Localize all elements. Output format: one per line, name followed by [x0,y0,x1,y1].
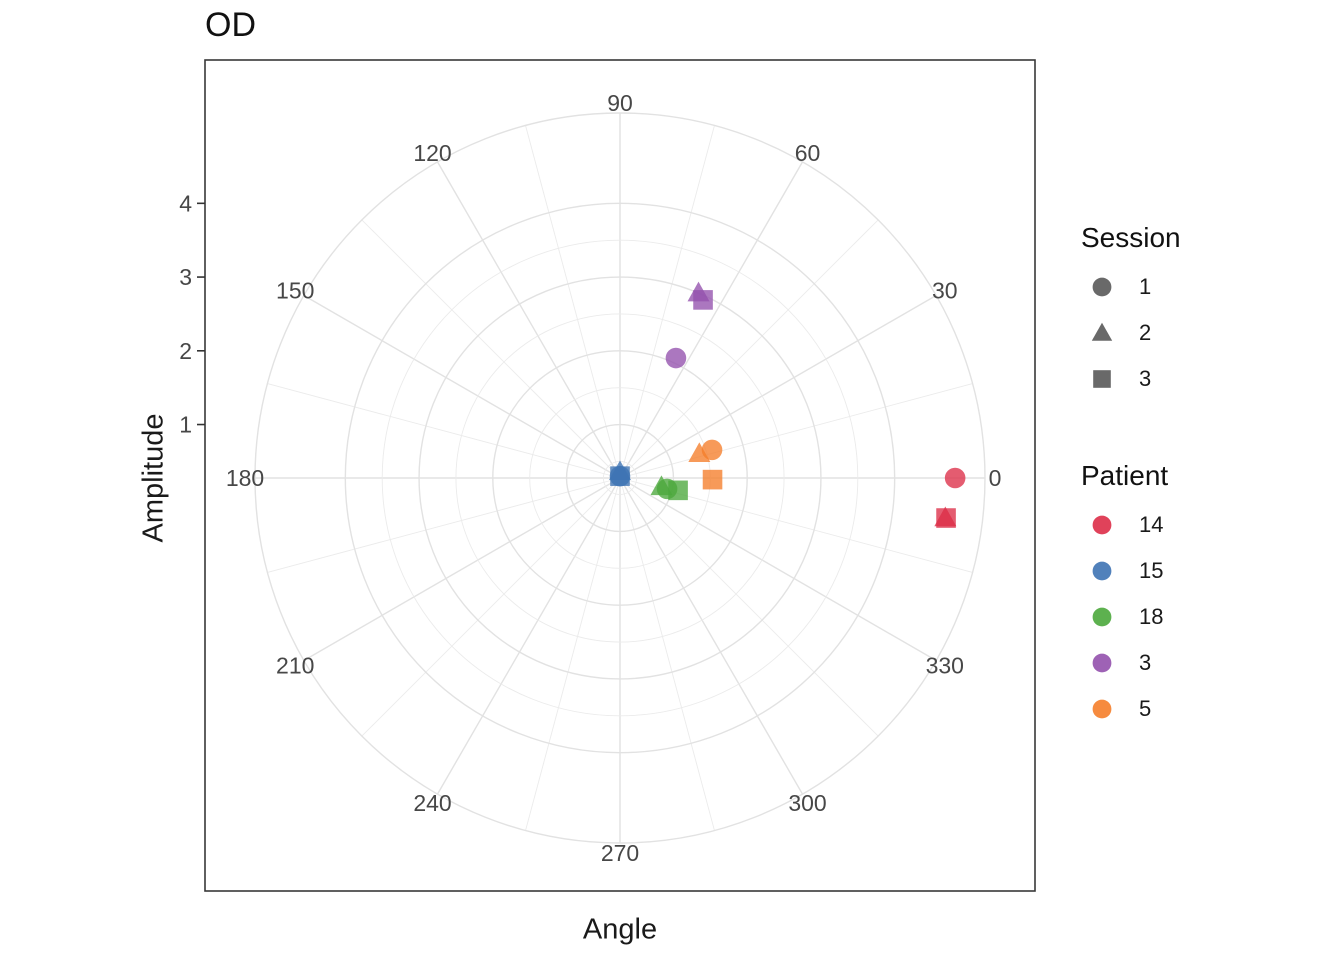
circle-glyph [1092,277,1112,297]
legend-item-patient-15: 15 [1081,558,1168,584]
grid-spoke-major [303,294,621,479]
legend-session-title: Session [1081,222,1181,253]
grid-circle-major [492,350,748,606]
legend-patient-title: Patient [1081,460,1169,491]
amplitude-tick-label: 3 [179,264,192,290]
legend-patient: Patient 14 15 18 3 5 [1081,460,1168,742]
square-legend-key-icon [1093,370,1111,388]
grid-spoke-minor [619,477,879,737]
legend-item-patient-5: 5 [1081,696,1168,722]
point-patient3-session3 [693,290,713,310]
legend-patient-items: 14 15 18 3 5 [1081,512,1168,722]
angle-tick-label: 240 [413,790,451,816]
circle-legend-key-icon [1092,699,1112,719]
circle-glyph [1092,699,1112,719]
grid-circle-major [418,276,822,680]
x-axis-title: Angle [582,913,658,946]
grid-spoke-minor [619,383,973,479]
angle-tick-label: 330 [926,653,964,679]
legend-item-session-3: 3 [1081,366,1181,392]
amplitude-tick-label: 1 [179,412,192,438]
amplitude-tick-label: 2 [179,338,192,364]
triangle-glyph [1091,322,1113,341]
plot-title: OD [205,6,256,44]
triangle-legend-key-icon [1091,322,1113,341]
angle-tick-label: 30 [932,278,958,304]
legend-item-patient-14-label: 14 [1139,512,1164,537]
point-patient5-session2 [688,442,711,463]
legend-item-session-3-label: 3 [1139,366,1152,391]
grid-circle-minor [381,239,859,717]
legend-item-patient-3-label: 3 [1139,650,1152,675]
angle-tick-label: 210 [276,653,314,679]
angle-tick-label: 180 [226,465,264,491]
legend-item-patient-5-label: 5 [1139,696,1152,721]
legend-session-items: 1 2 3 [1081,274,1181,392]
grid-circle-major [565,423,675,533]
point-patient18-session2 [650,475,673,496]
point-patient5-session1 [701,439,723,461]
circle-legend-key-icon [1092,561,1112,581]
grid-circle-minor [455,313,785,643]
legend-item-patient-15-label: 15 [1139,558,1164,583]
grid-spoke-minor [525,125,621,479]
legend-item-patient-3: 3 [1081,650,1168,676]
circle-legend-key-icon [1092,277,1112,297]
point-patient15-session3 [610,466,630,486]
grid-spoke-major [436,161,621,479]
grid-spoke-minor [525,477,621,831]
legend-item-patient-18-label: 18 [1139,604,1164,629]
angle-tick-label: 60 [795,140,821,166]
angle-tick-label: 150 [276,278,314,304]
legend-item-session-1: 1 [1081,274,1181,300]
grid-spoke-major [436,477,621,795]
grid-circle-major [344,202,896,754]
angle-tick-label: 0 [989,465,1002,491]
grid-spoke-minor [267,477,621,573]
circle-glyph [1092,561,1112,581]
grid-spoke-major [619,477,804,795]
y-axis-title: Amplitude [137,413,170,543]
legend-session: Session 1 2 3 [1081,222,1181,412]
square-glyph [1093,370,1111,388]
grid-spoke-minor [361,477,621,737]
circle-glyph [1092,515,1112,535]
point-patient14-session1 [944,467,966,489]
point-patient5-session3 [702,469,723,490]
legend-item-session-2-label: 2 [1139,320,1152,345]
circle-glyph [1092,653,1112,673]
grid-spoke-major [619,477,937,662]
circle-legend-key-icon [1092,515,1112,535]
grid-spoke-minor [619,477,715,831]
circle-legend-key-icon [1092,653,1112,673]
angle-tick-label: 270 [601,840,639,866]
grid-spoke-minor [619,219,879,479]
grid-spoke-major [619,294,937,479]
legend-item-session-2: 2 [1081,320,1181,346]
point-patient14-session3 [936,508,956,528]
grid-spoke-major [303,477,621,662]
legend-item-patient-14: 14 [1081,512,1168,538]
grid-spoke-minor [361,219,621,479]
angle-tick-label: 90 [607,90,633,116]
grid-circle-outer [254,112,986,844]
grid-spoke-minor [267,383,621,479]
circle-glyph [1092,607,1112,627]
angle-tick-label: 120 [413,140,451,166]
angle-tick-label: 300 [788,790,826,816]
point-patient18-session3 [668,480,688,501]
legend-item-patient-18: 18 [1081,604,1168,630]
grid-spoke-major [619,161,804,479]
grid-spoke-minor [619,125,715,479]
circle-legend-key-icon [1092,607,1112,627]
point-patient3-session1 [665,347,687,369]
amplitude-tick-label: 4 [179,190,192,216]
legend-item-session-1-label: 1 [1139,274,1152,299]
